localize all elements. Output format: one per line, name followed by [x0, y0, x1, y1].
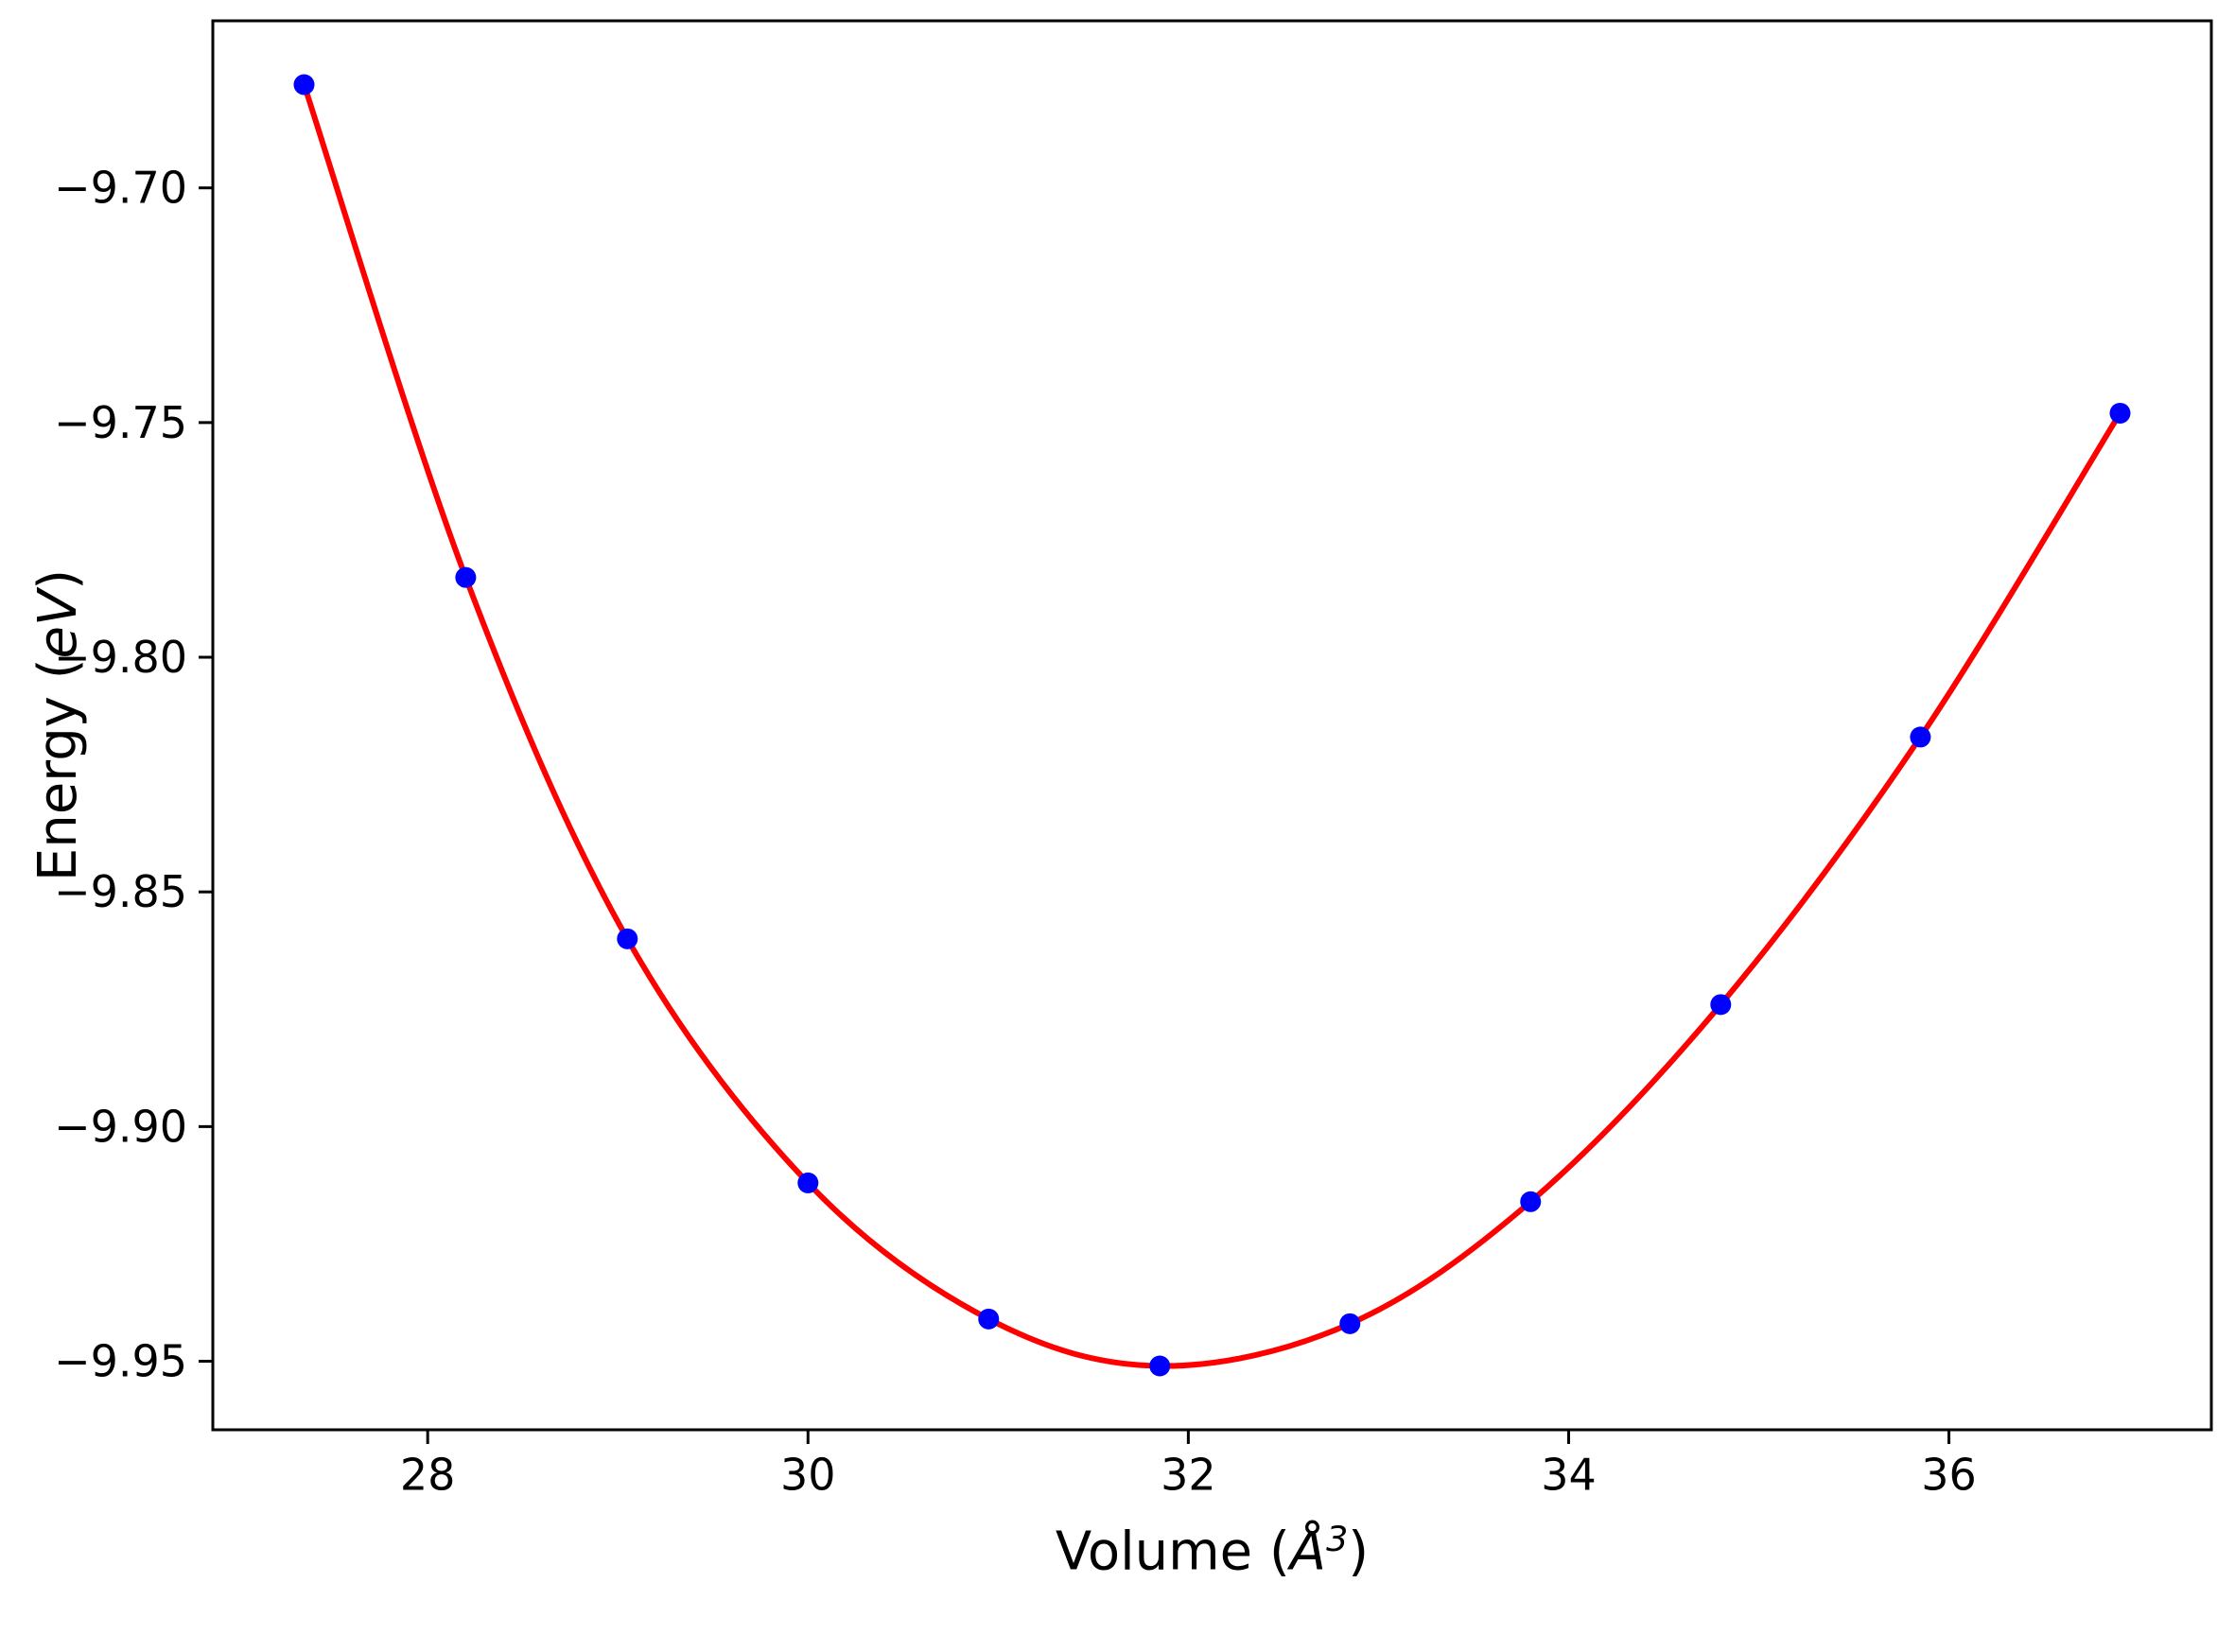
data-point-marker — [1710, 994, 1732, 1016]
data-point-marker — [1149, 1355, 1171, 1377]
x-tick-label: 34 — [1541, 1449, 1597, 1500]
y-tick-label: −9.85 — [54, 866, 187, 917]
data-point-marker — [1910, 726, 1931, 748]
y-tick-label: −9.95 — [54, 1336, 187, 1387]
angstrom-symbol: Å — [1289, 1521, 1327, 1583]
data-point-marker — [455, 566, 477, 588]
x-tick-label: 28 — [400, 1449, 456, 1500]
data-point-marker — [797, 1172, 819, 1193]
y-tick-label: −9.70 — [54, 163, 187, 214]
y-tick-label: −9.80 — [54, 632, 187, 683]
data-point-marker — [293, 74, 315, 96]
axes-spines — [211, 19, 2213, 1432]
data-point-marker — [2109, 402, 2131, 424]
x-tick-label: 30 — [780, 1449, 836, 1500]
x-tick-label: 32 — [1161, 1449, 1216, 1500]
y-tick-label: −9.90 — [54, 1101, 187, 1152]
y-axis-label-suffix: ) — [27, 568, 89, 590]
x-axis-label-suffix: ) — [1348, 1521, 1370, 1583]
x-axis-label: Volume (Å3) — [213, 1522, 2211, 1579]
ev-symbol: eV — [27, 589, 89, 659]
y-axis-label-text: Energy ( — [27, 658, 89, 882]
data-point-marker — [978, 1308, 1000, 1330]
fit-curve — [301, 81, 2123, 1369]
data-point-marker — [1520, 1191, 1542, 1212]
data-point-marker — [617, 928, 638, 949]
y-axis-label: Energy (eV) — [27, 569, 89, 881]
data-point-marker — [1339, 1313, 1361, 1334]
x-tick-label: 36 — [1921, 1449, 1977, 1500]
x-axis-label-text: Volume ( — [1055, 1521, 1290, 1583]
y-tick-label: −9.75 — [54, 397, 187, 448]
exponent: 3 — [1326, 1519, 1349, 1559]
